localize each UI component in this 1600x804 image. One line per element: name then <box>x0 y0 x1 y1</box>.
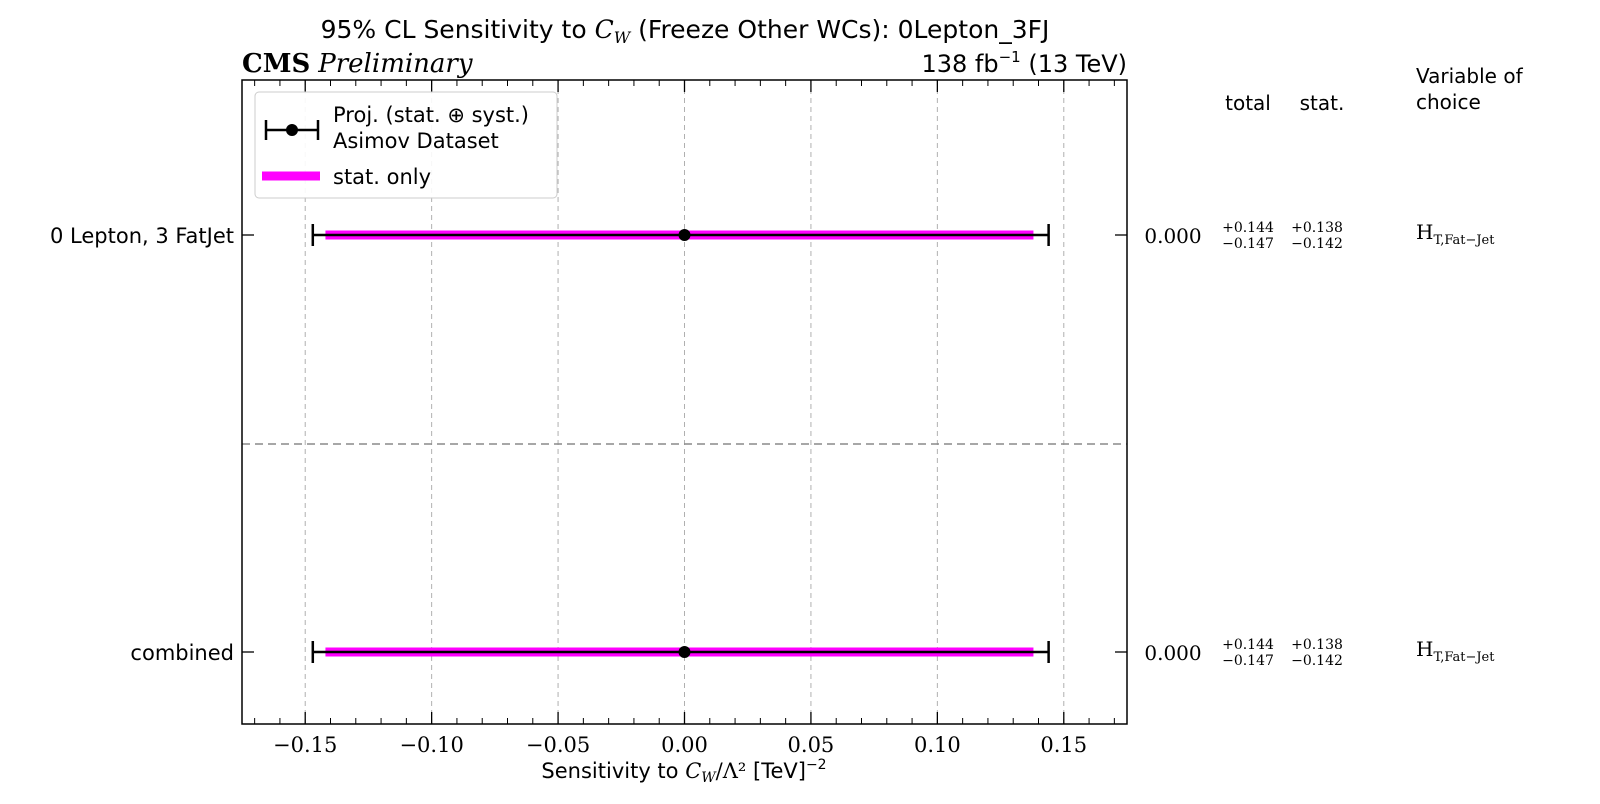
variable-of-choice: HT,Fat−Jet <box>1416 637 1495 665</box>
x-tick-label: 0.15 <box>1040 733 1087 757</box>
x-tick-label: −0.05 <box>526 733 590 757</box>
total-up-value: +0.144 <box>1222 220 1274 236</box>
chart-title: 95% CL Sensitivity to CW (Freeze Other W… <box>321 15 1050 47</box>
legend-stat-label: stat. only <box>333 165 431 189</box>
x-tick-label: −0.10 <box>399 733 463 757</box>
cms-label: CMS Preliminary <box>242 49 473 79</box>
column-header-total: total <box>1225 91 1271 115</box>
central-value: 0.000 <box>1144 641 1201 665</box>
row-label: 0 Lepton, 3 FatJet <box>50 224 234 248</box>
x-tick-label: −0.15 <box>273 733 337 757</box>
x-tick-label: 0.10 <box>914 733 961 757</box>
row-label: combined <box>130 641 234 665</box>
central-point <box>678 646 691 658</box>
central-value: 0.000 <box>1144 224 1201 248</box>
total-down-value: −0.147 <box>1222 653 1274 669</box>
legend-frame <box>254 91 558 199</box>
legend-proj-label: Proj. (stat. ⊕ syst.) <box>333 103 529 127</box>
stat-down-value: −0.142 <box>1291 236 1343 252</box>
legend-proj-sub: Asimov Dataset <box>333 129 499 153</box>
variable-of-choice: HT,Fat−Jet <box>1416 220 1495 248</box>
x-tick-label: 0.05 <box>788 733 835 757</box>
total-down-value: −0.147 <box>1222 236 1274 252</box>
stat-up-value: +0.138 <box>1291 220 1343 236</box>
legend-proj-marker <box>264 120 320 140</box>
column-header-variable: Variable of choice <box>1416 64 1529 114</box>
x-axis-label: Sensitivity to CW/Λ² [TeV]−2 <box>541 757 826 786</box>
x-tick-label: 0.00 <box>661 733 708 757</box>
column-header-stat: stat. <box>1300 91 1345 115</box>
legend: Proj. (stat. ⊕ syst.) Asimov Dataset sta… <box>254 91 558 199</box>
total-up-value: +0.144 <box>1222 637 1274 653</box>
stat-up-value: +0.138 <box>1291 637 1343 653</box>
stat-down-value: −0.142 <box>1291 653 1343 669</box>
central-point <box>678 229 691 241</box>
lumi-label: 138 fb−1 (13 TeV) <box>921 48 1127 78</box>
